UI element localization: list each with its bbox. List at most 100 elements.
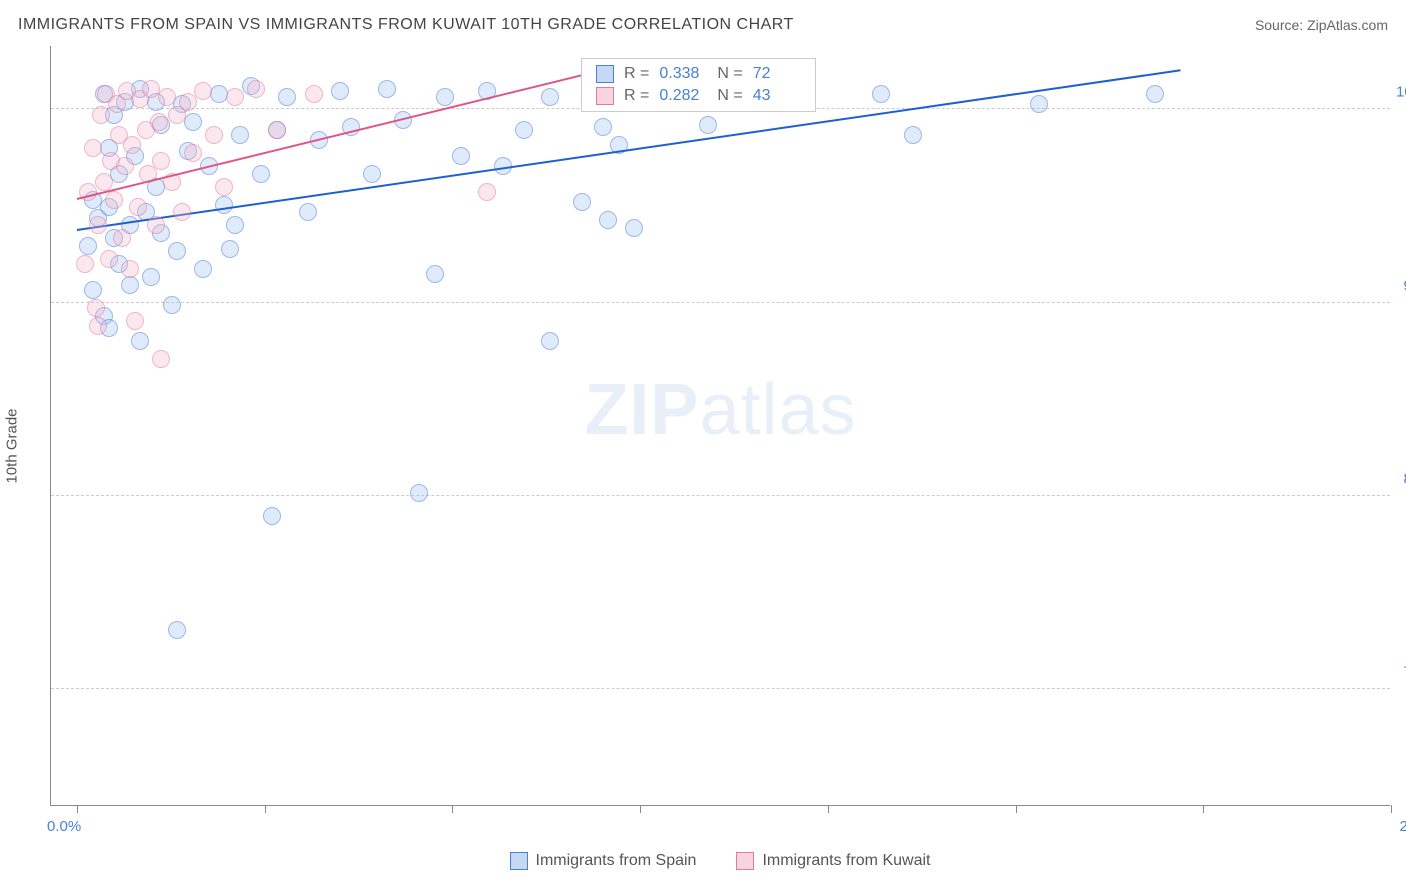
data-point-spain: [226, 216, 244, 234]
data-point-spain: [541, 332, 559, 350]
data-point-spain: [168, 621, 186, 639]
scatter-plot-area: ZIPatlas 77.5%85.0%92.5%100.0%0.0%25.0%R…: [50, 46, 1390, 806]
data-point-kuwait: [84, 139, 102, 157]
gridline-h: [51, 688, 1390, 689]
data-point-spain: [278, 88, 296, 106]
data-point-kuwait: [158, 88, 176, 106]
swatch-spain: [510, 852, 528, 870]
data-point-spain: [904, 126, 922, 144]
x-tick: [77, 805, 78, 813]
legend-item-spain: Immigrants from Spain: [510, 852, 697, 870]
data-point-kuwait: [129, 198, 147, 216]
n-value-spain: 72: [753, 65, 801, 83]
data-point-spain: [541, 88, 559, 106]
legend-stats-row-kuwait: R = 0.282 N = 43: [582, 85, 815, 107]
data-point-spain: [142, 268, 160, 286]
data-point-spain: [1146, 85, 1164, 103]
data-point-kuwait: [147, 216, 165, 234]
source-prefix: Source:: [1255, 17, 1307, 33]
legend-label-spain: Immigrants from Spain: [536, 852, 697, 870]
r-value-spain: 0.338: [659, 65, 707, 83]
watermark-zip: ZIP: [584, 370, 699, 450]
data-point-spain: [194, 260, 212, 278]
data-point-kuwait: [92, 106, 110, 124]
data-point-spain: [163, 296, 181, 314]
data-point-spain: [215, 196, 233, 214]
data-point-spain: [168, 242, 186, 260]
swatch-spain-top: [596, 65, 614, 83]
data-point-kuwait: [152, 152, 170, 170]
y-tick-label: 92.5%: [1396, 277, 1406, 294]
n-label: N =: [717, 87, 742, 105]
source-name: ZipAtlas.com: [1307, 17, 1388, 33]
data-point-kuwait: [121, 260, 139, 278]
swatch-kuwait: [736, 852, 754, 870]
data-point-kuwait: [179, 93, 197, 111]
x-tick: [1391, 805, 1392, 813]
r-label: R =: [624, 87, 649, 105]
data-point-kuwait: [95, 173, 113, 191]
data-point-spain: [573, 193, 591, 211]
r-value-kuwait: 0.282: [659, 87, 707, 105]
data-point-spain: [426, 265, 444, 283]
data-point-spain: [1030, 95, 1048, 113]
data-point-kuwait: [150, 113, 168, 131]
x-tick: [1203, 805, 1204, 813]
data-point-kuwait: [152, 350, 170, 368]
n-label: N =: [717, 65, 742, 83]
data-point-spain: [625, 219, 643, 237]
data-point-spain: [231, 126, 249, 144]
data-point-spain: [452, 147, 470, 165]
data-point-spain: [436, 88, 454, 106]
data-point-spain: [331, 82, 349, 100]
data-point-spain: [515, 121, 533, 139]
data-point-spain: [131, 332, 149, 350]
data-point-spain: [699, 116, 717, 134]
n-value-kuwait: 43: [753, 87, 801, 105]
swatch-kuwait-top: [596, 87, 614, 105]
data-point-kuwait: [194, 82, 212, 100]
data-point-spain: [594, 118, 612, 136]
data-point-kuwait: [123, 136, 141, 154]
watermark-atlas: atlas: [699, 370, 856, 450]
data-point-kuwait: [116, 157, 134, 175]
chart-header: IMMIGRANTS FROM SPAIN VS IMMIGRANTS FROM…: [0, 0, 1406, 46]
legend-stats-box: R = 0.338 N = 72 R = 0.282 N = 43: [581, 58, 816, 112]
y-tick-label: 77.5%: [1396, 664, 1406, 681]
y-tick-label: 100.0%: [1396, 84, 1406, 101]
data-point-spain: [121, 276, 139, 294]
data-point-spain: [378, 80, 396, 98]
legend-label-kuwait: Immigrants from Kuwait: [762, 852, 930, 870]
data-point-spain: [410, 484, 428, 502]
data-point-spain: [79, 237, 97, 255]
data-point-kuwait: [89, 317, 107, 335]
y-tick-label: 85.0%: [1396, 470, 1406, 487]
legend-bottom: Immigrants from Spain Immigrants from Ku…: [50, 852, 1390, 870]
data-point-kuwait: [268, 121, 286, 139]
watermark-text: ZIPatlas: [584, 369, 856, 451]
legend-stats-row-spain: R =0.338N =72: [582, 63, 815, 85]
legend-item-kuwait: Immigrants from Kuwait: [736, 852, 930, 870]
data-point-spain: [84, 281, 102, 299]
x-tick: [265, 805, 266, 813]
x-tick: [452, 805, 453, 813]
data-point-kuwait: [126, 312, 144, 330]
x-max-label: 25.0%: [1399, 818, 1406, 835]
data-point-kuwait: [305, 85, 323, 103]
gridline-h: [51, 495, 1390, 496]
data-point-kuwait: [215, 178, 233, 196]
data-point-spain: [872, 85, 890, 103]
data-point-spain: [363, 165, 381, 183]
data-point-kuwait: [173, 203, 191, 221]
x-tick: [828, 805, 829, 813]
data-point-kuwait: [100, 250, 118, 268]
chart-title: IMMIGRANTS FROM SPAIN VS IMMIGRANTS FROM…: [18, 16, 794, 34]
data-point-kuwait: [205, 126, 223, 144]
data-point-spain: [599, 211, 617, 229]
data-point-kuwait: [105, 191, 123, 209]
source-attribution: Source: ZipAtlas.com: [1255, 17, 1388, 33]
data-point-spain: [263, 507, 281, 525]
data-point-kuwait: [89, 216, 107, 234]
data-point-kuwait: [113, 229, 131, 247]
data-point-spain: [221, 240, 239, 258]
